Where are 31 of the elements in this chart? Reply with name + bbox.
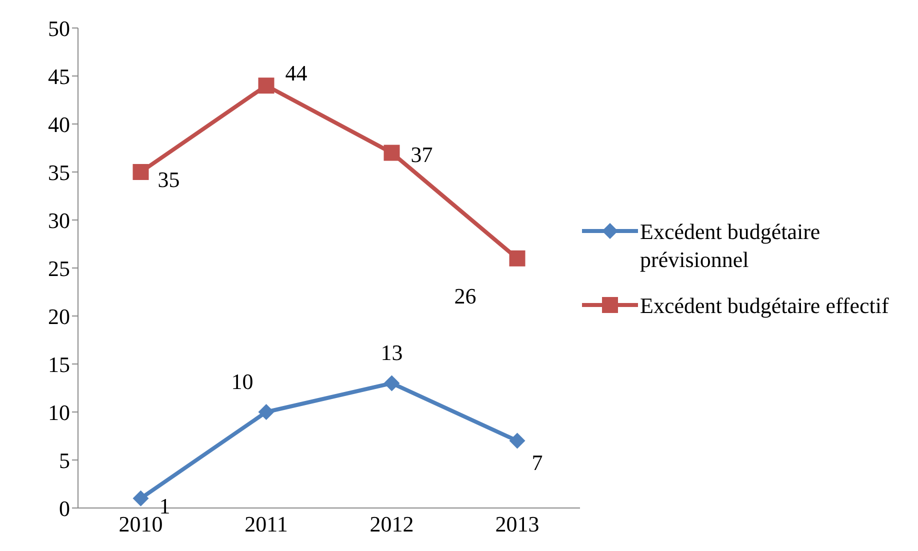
y-tick-label: 35 (48, 160, 70, 185)
x-tick-label: 2013 (495, 512, 540, 537)
point (132, 164, 149, 180)
legend-label: Excédent budgétaire effectif (640, 292, 890, 320)
y-tick-label: 40 (48, 112, 70, 137)
y-tick-label: 25 (48, 256, 70, 281)
point (258, 404, 274, 420)
y-tick-label: 30 (48, 208, 70, 233)
data-label: 13 (380, 340, 403, 366)
y-tick-label: 5 (59, 448, 70, 473)
point (258, 78, 274, 94)
data-label: 7 (532, 450, 543, 475)
y-tick-label: 20 (48, 304, 70, 329)
y-tick-label: 0 (59, 496, 70, 521)
legend-label: Excédent budgétaire prévisionnel (640, 218, 822, 274)
data-label: 44 (285, 60, 308, 86)
data-label: 35 (158, 167, 180, 192)
point (384, 144, 400, 161)
x-tick-label: 2012 (370, 512, 414, 537)
data-label: 10 (231, 369, 254, 394)
y-tick-label: 50 (48, 16, 70, 41)
point (384, 375, 400, 392)
y-tick-label: 45 (48, 64, 70, 89)
x-tick-label: 2011 (244, 512, 288, 537)
point (509, 432, 526, 449)
y-tick-label: 10 (48, 400, 70, 425)
y-tick-label: 15 (48, 352, 70, 377)
point (509, 250, 526, 266)
data-label: 37 (410, 142, 433, 167)
data-label: 26 (454, 283, 476, 308)
point (132, 490, 149, 506)
